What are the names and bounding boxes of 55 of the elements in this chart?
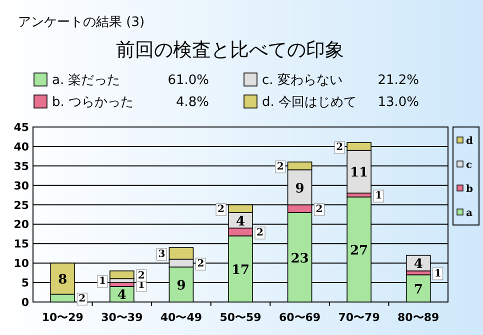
- y-tick-label: 40: [14, 140, 30, 154]
- data-label: 1: [434, 268, 442, 280]
- text: 13.0%: [378, 95, 419, 110]
- data-label: 2: [78, 294, 86, 305]
- x-tick-label: 60〜69: [278, 311, 321, 324]
- chart-subtitle: アンケートの結果 (3): [18, 15, 145, 30]
- data-label: 7: [414, 282, 423, 298]
- y-tick-label: 35: [14, 160, 29, 173]
- chart-title: 前回の検査と比べての印象: [116, 39, 344, 61]
- data-label: 11: [350, 166, 368, 181]
- x-tick-label: 80〜89: [398, 311, 440, 324]
- data-label: 2: [138, 270, 145, 282]
- data-label: 2: [316, 204, 323, 216]
- text: c: [466, 160, 472, 171]
- y-tick-label: 45: [14, 121, 29, 134]
- data-label: 2: [336, 142, 344, 153]
- text: 4.8%: [176, 95, 209, 110]
- y-tick-label: 0: [21, 296, 30, 309]
- x-tick-label: 50〜59: [220, 311, 262, 324]
- x-tick-label: 30〜39: [101, 311, 143, 324]
- text: 21.2%: [378, 73, 419, 88]
- y-tick-label: 20: [14, 218, 30, 232]
- legend-label: c. 変わらない: [262, 72, 342, 88]
- x-tick-label: 10〜29: [42, 311, 84, 324]
- y-tick-label: 5: [21, 276, 29, 290]
- data-label: 17: [231, 262, 250, 278]
- legend-label: a. 楽だった: [52, 73, 120, 88]
- data-label: 2: [276, 161, 284, 172]
- data-label: 4: [236, 214, 246, 230]
- data-label: 4: [117, 288, 126, 304]
- data-label: 9: [295, 181, 304, 196]
- data-label: 23: [290, 251, 309, 266]
- legend-label: d. 今回はじめて: [262, 95, 357, 110]
- data-label: 27: [350, 244, 368, 258]
- data-label: 9: [176, 278, 186, 294]
- data-label: 4: [414, 257, 423, 272]
- y-tick-label: 15: [14, 238, 29, 251]
- text: b: [466, 184, 473, 195]
- text: a: [466, 208, 473, 219]
- data-label: 3: [158, 248, 166, 260]
- data-label: 2: [256, 228, 264, 238]
- y-tick-label: 30: [14, 179, 30, 192]
- data-label: 2: [197, 258, 204, 270]
- legend-label: b. つらかった: [52, 95, 134, 110]
- x-tick-label: 40〜49: [160, 311, 202, 324]
- data-label: 2: [218, 204, 225, 216]
- data-label: 1: [375, 190, 382, 202]
- y-tick-label: 25: [14, 198, 29, 212]
- y-tick-label: 10: [14, 257, 30, 270]
- bar: [110, 270, 134, 280]
- x-tick-label: 70〜79: [338, 311, 380, 324]
- data-label: 1: [98, 276, 106, 288]
- data-label: 8: [58, 272, 68, 288]
- text: 61.0%: [168, 73, 209, 88]
- text: d: [466, 136, 473, 147]
